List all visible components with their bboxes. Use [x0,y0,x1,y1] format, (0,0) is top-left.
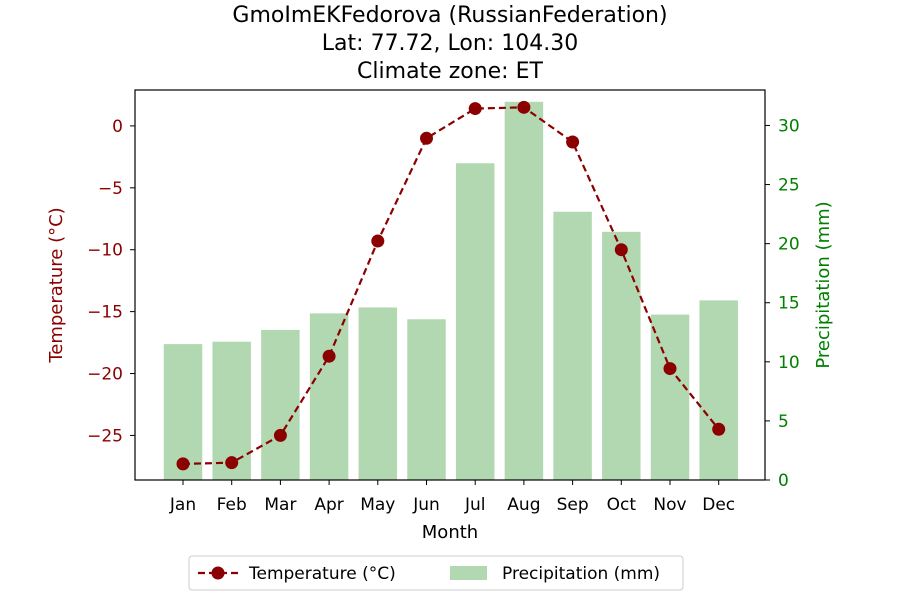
temperature-point-may [371,234,385,248]
precipitation-bar-mar [261,329,300,480]
temperature-point-aug [517,100,531,114]
legend-temperature-marker [211,566,225,580]
precipitation-tick-label-1: 5 [778,412,789,432]
month-tick-label-aug: Aug [507,495,540,515]
temperature-tick-label-0: 0 [112,117,123,137]
precipitation-tick-label-3: 15 [778,294,800,314]
title-line-2: Lat: 77.72, Lon: 104.30 [322,31,578,56]
temperature-point-apr [322,349,336,363]
precipitation-bar-dec [699,300,738,480]
temperature-point-sep [566,135,580,149]
legend-precipitation-label: Precipitation (mm) [502,564,660,584]
temperature-point-feb [225,456,239,470]
month-tick-label-jun: Jun [412,495,440,515]
month-tick-label-apr: Apr [314,495,343,515]
precipitation-axis: 0 5 10 15 20 25 30 [765,116,800,491]
precipitation-bar-apr [309,313,349,480]
precipitation-tick-label-6: 30 [778,116,800,136]
temperature-point-nov [663,362,677,376]
precipitation-bar-jan [163,344,203,480]
precipitation-bar-may [358,307,398,480]
temperature-point-mar [273,428,287,442]
temperature-tick-label-4: −20 [87,365,123,385]
month-tick-label-may: May [360,495,395,515]
month-tick-label-feb: Feb [217,495,247,515]
temperature-point-oct [614,243,628,257]
precipitation-bars [163,101,738,481]
precipitation-bar-oct [602,231,641,480]
temperature-point-jul [468,102,482,116]
precipitation-bar-jul [455,163,495,481]
month-axis: Jan Feb Mar Apr May Jun Jul Aug Sep Oct Nov Dec [169,480,735,515]
temperature-tick-label-3: −15 [87,303,123,323]
legend-temperature-label: Temperature (°C) [248,564,396,584]
temperature-series-line [182,106,720,466]
title-line-3: Climate zone: ET [357,59,543,84]
precipitation-bar-nov [650,314,690,480]
precipitation-bar-aug [504,101,544,481]
legend-precipitation-swatch [450,566,487,580]
temperature-point-jan [176,457,190,471]
precipitation-tick-label-4: 20 [778,235,800,255]
month-tick-label-jul: Jul [464,495,486,515]
month-tick-label-sep: Sep [557,495,589,515]
temperature-axis: 0 −5 −10 −15 −20 −25 [87,117,135,446]
temperature-point-jun [420,131,433,145]
temperature-point-dec [712,422,726,436]
precipitation-bar-sep [553,211,592,480]
precipitation-bar-jun [407,319,446,480]
legend-box [188,555,684,591]
title-line-1: GmoImEKFedorova (RussianFederation) [232,3,667,28]
month-tick-label-oct: Oct [607,495,637,515]
temperature-axis-label: Temperature (°C) [46,207,67,363]
precipitation-tick-label-2: 10 [778,353,800,373]
month-tick-label-dec: Dec [702,495,735,515]
month-tick-label-mar: Mar [264,495,296,515]
legend: Temperature (°C) Precipitation (mm) [188,555,684,591]
precipitation-tick-label-0: 0 [778,471,789,491]
temperature-tick-label-1: −5 [98,179,123,199]
x-axis-label: Month [422,522,478,543]
precipitation-tick-label-5: 25 [778,176,800,196]
plot-frame [134,89,766,481]
temperature-line [176,100,726,471]
temperature-tick-label-2: −10 [87,241,123,261]
month-tick-label-jan: Jan [169,495,196,515]
precipitation-axis-label: Precipitation (mm) [813,201,834,368]
chart-title: GmoImEKFedorova (RussianFederation) Lat:… [232,3,667,84]
month-tick-label-nov: Nov [653,495,686,515]
temperature-tick-label-5: −25 [87,426,123,446]
